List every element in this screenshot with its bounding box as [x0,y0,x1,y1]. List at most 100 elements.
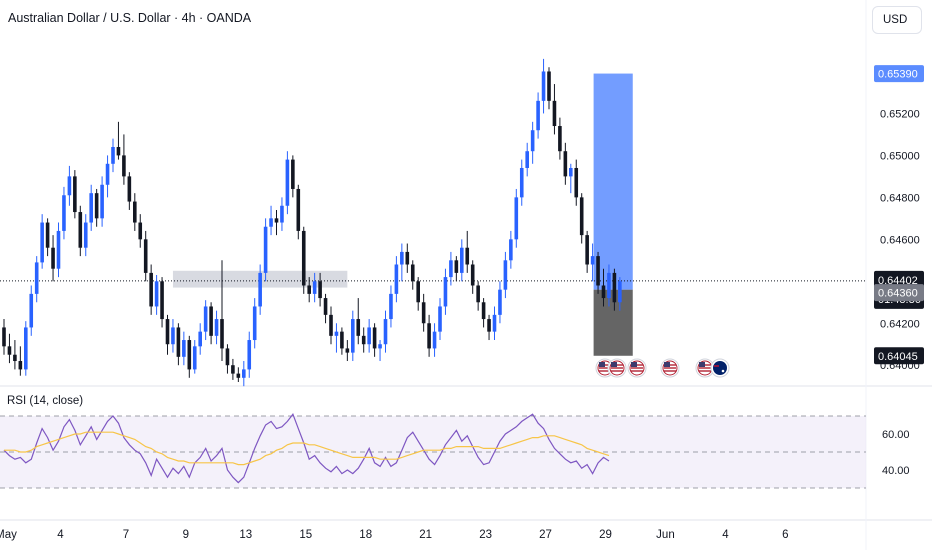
candle-up[interactable] [541,71,546,101]
candle-up[interactable] [203,306,208,332]
candle-down[interactable] [13,354,17,362]
candle-up[interactable] [525,151,529,168]
candle-down[interactable] [470,264,475,286]
candle-up[interactable] [252,306,257,341]
candle-down[interactable] [301,230,306,286]
candle-up[interactable] [198,331,202,347]
candle-up[interactable] [192,346,197,370]
candle-down[interactable] [18,361,23,370]
candle-up[interactable] [34,262,39,294]
candle-up[interactable] [438,306,442,332]
candle-down[interactable] [340,331,344,349]
candle-down[interactable] [94,193,99,219]
candle-down[interactable] [612,272,617,303]
candle-down[interactable] [187,340,192,370]
candle-down[interactable] [143,239,148,273]
candle-up[interactable] [498,289,502,315]
candle-up[interactable] [569,167,573,177]
candle-down[interactable] [585,235,589,265]
candle-down[interactable] [345,348,350,353]
candle-up[interactable] [519,167,524,198]
candle-up[interactable] [242,369,246,378]
candle-down[interactable] [552,100,557,127]
rsi-line[interactable] [3,412,610,484]
candle-up[interactable] [40,222,44,263]
candle-down[interactable] [596,256,600,286]
candle-down[interactable] [122,155,126,177]
candle-up[interactable] [154,281,159,307]
candle-down[interactable] [558,126,562,152]
candle-up[interactable] [24,327,28,370]
candle-down[interactable] [323,298,328,315]
candle-down[interactable] [563,151,568,177]
candle-down[interactable] [149,272,153,307]
candle-down[interactable] [291,159,295,189]
candle-down[interactable] [274,218,279,223]
candle-up[interactable] [312,281,317,294]
candle-down[interactable] [2,327,6,347]
candle-down[interactable] [176,327,181,357]
candle-down[interactable] [133,201,137,223]
candle-up[interactable] [389,293,393,320]
candle-down[interactable] [225,348,230,366]
candle-up[interactable] [247,340,252,370]
candle-up[interactable] [111,147,115,164]
candle-up[interactable] [29,293,34,328]
candle-up[interactable] [460,247,464,273]
candle-up[interactable] [351,319,355,353]
candle-down[interactable] [138,222,143,240]
candle-up[interactable] [367,327,371,345]
candle-down[interactable] [7,346,12,355]
rsi-ma-line[interactable] [4,431,610,466]
candle-down[interactable] [405,251,410,265]
candle-up[interactable] [89,193,93,223]
candle-down[interactable] [165,319,170,345]
candle-up[interactable] [530,130,535,152]
currency-button[interactable]: USD [872,6,922,34]
candle-up[interactable] [432,331,437,349]
candle-down[interactable] [579,197,584,236]
candle-down[interactable] [361,335,366,345]
candle-up[interactable] [509,239,513,261]
candle-down[interactable] [465,247,470,265]
candle-up[interactable] [56,230,61,269]
candle-up[interactable] [383,319,388,345]
candle-down[interactable] [296,188,301,231]
candle-down[interactable] [236,373,241,378]
candle-down[interactable] [421,302,426,324]
candle-down[interactable] [427,323,431,349]
candle-down[interactable] [127,176,132,202]
candle-down[interactable] [601,285,606,299]
candle-up[interactable] [378,344,382,349]
candle-up[interactable] [492,314,497,332]
candle-down[interactable] [73,176,77,213]
candle-down[interactable] [574,167,579,198]
candle-down[interactable] [372,327,377,349]
candle-down[interactable] [547,71,551,101]
candle-down[interactable] [78,212,83,248]
candle-up[interactable] [394,264,399,294]
candle-up[interactable] [280,205,284,223]
candle-down[interactable] [410,264,415,282]
candle-up[interactable] [607,272,611,299]
candle-up[interactable] [67,176,72,196]
candle-down[interactable] [45,222,50,248]
candle-up[interactable] [269,218,273,227]
candle-down[interactable] [220,319,224,349]
candle-up[interactable] [503,260,508,290]
candle-down[interactable] [481,302,486,320]
candle-up[interactable] [400,251,404,265]
candle-down[interactable] [160,281,164,320]
candle-down[interactable] [209,306,213,336]
candle-up[interactable] [334,331,339,336]
candle-up[interactable] [182,340,186,357]
candle-up[interactable] [263,226,268,273]
candle-down[interactable] [231,365,235,374]
candle-down[interactable] [307,285,311,294]
candle-down[interactable] [329,314,333,336]
candle-down[interactable] [416,281,420,303]
candle-up[interactable] [171,327,175,345]
candle-up[interactable] [258,272,262,307]
candle-up[interactable] [449,260,453,278]
candle-up[interactable] [285,159,290,206]
